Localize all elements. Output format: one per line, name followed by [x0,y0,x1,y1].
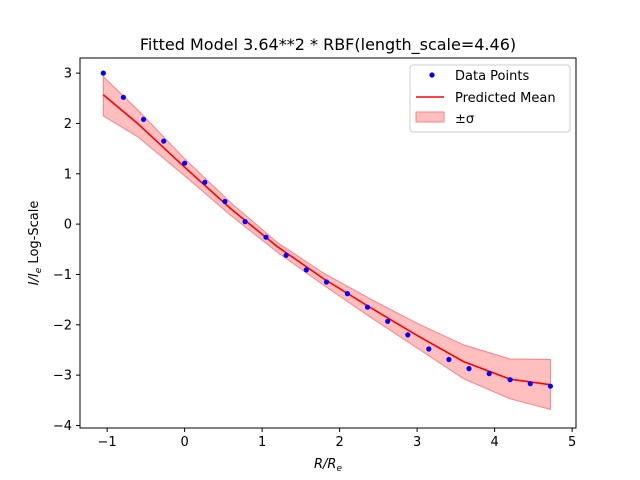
y-tick-label: −2 [53,318,72,333]
data-point [426,346,432,352]
data-point [364,304,371,310]
data-point [547,383,554,389]
plot-area [100,70,554,411]
data-point [141,116,147,122]
data-point [466,366,472,372]
x-tick-label: 4 [490,435,498,450]
y-tick-label: 0 [64,218,72,233]
x-axis-label-main: R/R [314,457,336,472]
x-axis-label: R/Re [314,457,342,474]
data-point [222,198,228,205]
legend-points-marker [429,72,435,78]
data-point [100,70,106,76]
data-point [283,252,289,258]
x-tick-label: 3 [413,435,421,450]
legend-points-label: Data Points [455,69,529,84]
y-tick-label: −3 [53,369,72,384]
data-point [323,279,330,285]
data-point [385,318,391,324]
legend-box [409,64,571,133]
x-tick-label: 5 [568,435,576,450]
sigma-band [102,75,551,411]
x-tick-label: 2 [335,435,343,450]
axes-frame [79,57,577,429]
legend: Data Points Predicted Mean ±σ [409,64,571,133]
data-point [507,377,513,383]
x-tick-label: −1 [98,435,117,450]
data-point [405,332,411,338]
data-point [182,160,188,166]
y-tick-label: −1 [53,268,72,283]
data-point [202,179,208,185]
predicted-mean-line [102,94,551,386]
x-axis-label-sub: e [336,464,342,474]
legend-band-marker [415,111,445,123]
tick-group: −1 0 1 2 3 4 5 −4 −3 −2 −1 0 1 2 3 [53,67,576,450]
legend-band-label: ±σ [455,112,474,127]
y-tick-label: 1 [64,167,72,182]
data-point [303,267,309,273]
y-axis-label: I/Ie Log-Scale [27,201,44,286]
data-point [242,219,248,225]
x-tick-label: 1 [258,435,266,450]
y-axis-label-sub: e [34,267,44,273]
y-axis-label-suffix: Log-Scale [27,201,42,268]
data-point [263,234,269,240]
data-point [446,356,452,363]
y-tick-label: 3 [64,67,72,82]
x-tick-label: 0 [180,435,188,450]
data-point [486,371,492,377]
data-point [527,381,533,387]
y-tick-label: 2 [64,117,72,132]
y-tick-label: −4 [53,419,72,434]
chart-title: Fitted Model 3.64**2 * RBF(length_scale=… [140,35,516,55]
legend-mean-label: Predicted Mean [455,91,556,106]
y-axis-label-main: I/I [27,273,42,285]
data-point [344,291,350,297]
data-point [120,94,126,100]
data-point [161,138,167,144]
